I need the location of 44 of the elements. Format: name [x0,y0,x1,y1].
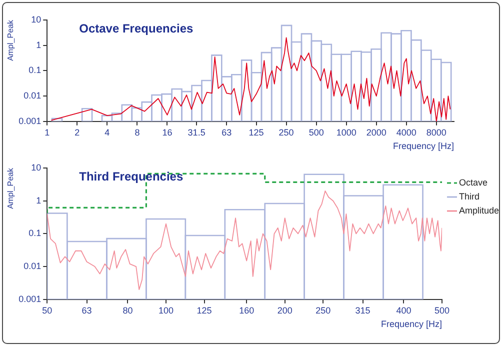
legend-label: Amplitude [459,205,500,216]
x-tick-label: 400 [396,305,412,316]
x-tick-label: 250 [316,305,331,316]
x-tick-label: 160 [239,305,254,316]
x-tick-label: 4000 [396,127,416,138]
x-tick-label: 125 [248,127,264,138]
y-tick-label: 0.001 [18,116,42,126]
x-axis-title: Frequency [Hz] [392,141,454,152]
x-tick-label: 4 [104,127,110,138]
x-tick-label: 16 [162,127,172,138]
x-tick-label: 8000 [426,127,446,138]
x-tick-label: 63 [82,305,92,316]
x-tick-label: 2 [74,127,80,138]
x-tick-label: 500 [434,305,450,316]
chart-title: Third Frequencies [79,169,184,184]
legend-label: Octave [459,177,488,188]
x-tick-label: 1000 [336,127,356,138]
y-tick-label: 0.001 [18,294,42,304]
y-tick-label: 0.1 [28,65,42,76]
y-tick-label: 10 [31,14,42,24]
y-tick-label: 10 [31,162,42,172]
x-tick-label: 8 [134,127,140,138]
x-tick-label: 80 [122,305,133,316]
x-tick-label: 200 [277,305,292,316]
legend-label: Third [459,191,480,202]
x-tick-label: 2000 [366,127,386,138]
chart-title: Octave Frequencies [79,21,194,36]
y-axis-title: Ampl_Peak [6,167,16,209]
x-tick-label: 1 [44,127,50,138]
x-tick-label: 50 [42,305,52,316]
y-tick-label: 1 [36,40,42,50]
x-tick-label: 250 [278,127,294,138]
y-tick-label: 0.1 [28,228,42,238]
x-tick-label: 63 [222,127,232,138]
y-tick-label: 1 [36,195,42,206]
x-tick-label: 500 [308,127,324,138]
x-tick-label: 100 [158,305,174,316]
y-axis-title: Ampl_Peak [6,19,16,61]
x-axis-title: Frequency [Hz] [380,319,442,330]
y-tick-label: 0.01 [24,261,42,272]
x-tick-label: 315 [355,305,370,316]
x-tick-label: 125 [196,305,212,316]
x-tick-label: 31.5 [188,127,206,138]
y-tick-label: 0.01 [24,90,42,101]
